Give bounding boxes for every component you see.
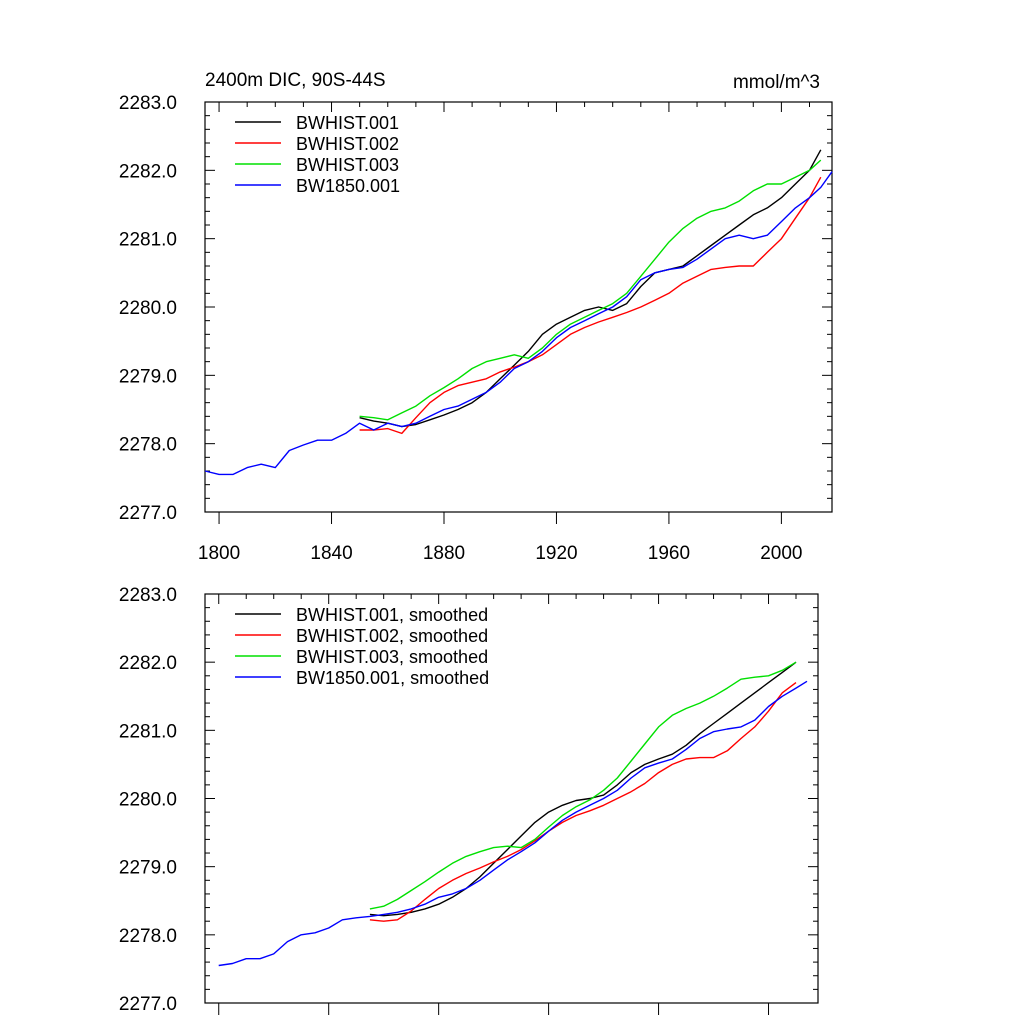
chart-title: 2400m DIC, 90S-44S [205,70,386,91]
legend-label-1: BWHIST.001 [296,113,399,133]
series-line-3 [359,159,822,421]
legend-label-2: BWHIST.002 [296,134,399,154]
y-tick-label: 2278.0 [119,926,177,947]
y-tick-label: 2283.0 [119,585,177,606]
legend-label-2: BWHIST.002, smoothed [296,626,488,646]
y-tick-label: 2281.0 [119,230,177,251]
y-tick-label: 2282.0 [119,653,177,674]
y-tick-label: 2279.0 [119,366,177,387]
series-line-1 [359,149,822,428]
chart-panel-1: 2277.0 2278.0 2279.0 2280.0 2281.0 2282.0 2283… [119,70,833,564]
series-line-4 [218,680,808,967]
legend-label-4: BW1850.001 [296,176,400,196]
y-tick-label: 2280.0 [119,790,177,811]
series-line-1 [369,661,797,917]
x-tick-label: 1800 [198,543,240,564]
y-tick-label: 2278.0 [119,435,177,456]
series-line-2 [369,682,797,922]
x-tick-label: 1960 [648,543,690,564]
series-line-4 [204,171,833,476]
legend-label-1: BWHIST.001, smoothed [296,605,488,625]
x-tick-label: 1840 [310,543,352,564]
y-tick-label: 2277.0 [119,503,177,524]
legend-label-3: BWHIST.003 [296,155,399,175]
y-tick-label: 2277.0 [119,994,177,1015]
x-tick-label: 1880 [423,543,465,564]
series-line-2 [359,176,822,435]
legend-label-4: BW1850.001, smoothed [296,668,489,688]
y-tick-label: 2282.0 [119,161,177,182]
y-tick-label: 2281.0 [119,721,177,742]
chart-panel-2: 2277.0 2278.0 2279.0 2280.0 2281.0 2282.0 2283… [119,585,819,1015]
units-label: mmol/m^3 [733,72,820,93]
y-tick-label: 2279.0 [119,858,177,879]
series-line-3 [369,661,797,910]
y-tick-label: 2280.0 [119,298,177,319]
x-tick-label: 1920 [535,543,577,564]
x-tick-label: 2000 [760,543,802,564]
y-tick-label: 2283.0 [119,93,177,114]
legend-label-3: BWHIST.003, smoothed [296,647,488,667]
